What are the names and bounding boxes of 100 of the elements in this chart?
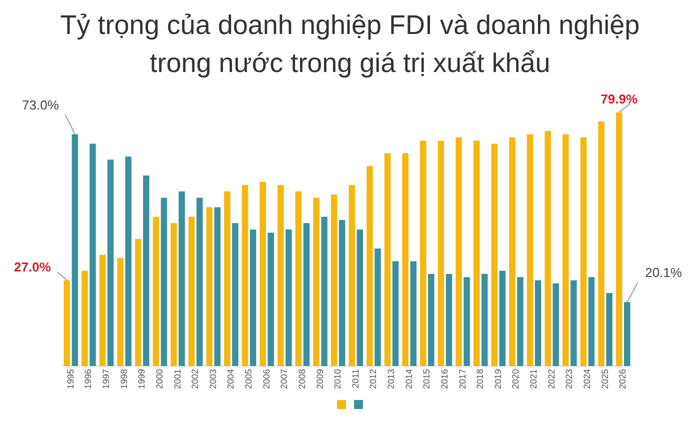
x-tick-label: 1998 xyxy=(118,368,129,390)
bar xyxy=(580,137,587,366)
bar xyxy=(438,140,444,366)
bar xyxy=(410,261,416,366)
bar xyxy=(135,238,142,366)
chart-title: Tỷ trọng của doanh nghiệp FDI và doanh nghiệp trong nước trong giá trị xuất khẩu xyxy=(59,9,641,80)
x-tick-label: 2002 xyxy=(190,368,200,390)
bar xyxy=(82,270,88,366)
x-tick-label: 2004 xyxy=(226,368,236,390)
bar xyxy=(72,134,78,366)
bar xyxy=(160,198,168,366)
bar xyxy=(356,229,364,366)
bar xyxy=(526,134,534,366)
bar xyxy=(616,112,622,366)
bar xyxy=(598,122,604,366)
bar xyxy=(117,258,124,366)
bar xyxy=(170,223,177,366)
bar xyxy=(338,220,346,366)
bar xyxy=(473,140,480,366)
bar xyxy=(90,144,96,366)
bar xyxy=(562,134,569,366)
bar xyxy=(374,248,381,366)
bar xyxy=(402,153,408,366)
bar xyxy=(330,194,338,366)
bar xyxy=(420,140,426,366)
x-tick-label: 2019 xyxy=(492,368,503,390)
bar xyxy=(107,160,114,366)
x-tick-label: 2024 xyxy=(582,368,592,390)
bar xyxy=(278,185,284,366)
x-tick-label: 1999 xyxy=(136,368,147,390)
bar xyxy=(99,254,106,366)
bar xyxy=(491,144,498,366)
bar xyxy=(303,223,310,366)
bar xyxy=(624,302,630,366)
x-tick-label: 2011 xyxy=(350,368,360,388)
data-label: 20.1% xyxy=(645,265,682,280)
bar xyxy=(348,185,356,366)
bar xyxy=(446,274,452,366)
x-tick-label: 2021 xyxy=(528,368,539,390)
x-tick-label: 2000 xyxy=(154,368,164,390)
x-tick-label: 2009 xyxy=(314,368,325,390)
bar xyxy=(250,229,256,366)
x-tick-label: 2008 xyxy=(296,368,307,390)
data-label: 27.0% xyxy=(14,259,52,274)
bar xyxy=(570,280,577,366)
bar xyxy=(366,166,373,366)
x-tick-label: 2020 xyxy=(510,368,521,390)
x-tick-label: 1996 xyxy=(83,368,94,390)
bar xyxy=(242,185,248,366)
x-tick-label: 2025 xyxy=(600,368,610,390)
x-tick-label: 2007 xyxy=(279,368,290,390)
x-tick-label: 2010 xyxy=(332,368,343,390)
bar xyxy=(534,280,542,366)
bar xyxy=(428,274,434,366)
bar xyxy=(125,156,132,366)
bar xyxy=(260,182,266,366)
bar xyxy=(143,175,150,366)
x-tick-label: 2006 xyxy=(261,368,272,390)
bar xyxy=(456,137,462,366)
x-tick-label: 2026 xyxy=(618,368,628,390)
bar xyxy=(313,198,320,366)
bar xyxy=(178,191,185,366)
bar xyxy=(188,216,195,366)
x-tick-label: 2005 xyxy=(244,368,254,390)
bar xyxy=(544,131,551,366)
x-tick-label: 2023 xyxy=(564,368,574,390)
bar xyxy=(152,216,160,366)
bar xyxy=(464,277,470,366)
data-label: 73.0% xyxy=(22,97,60,112)
bar xyxy=(295,191,302,366)
bar xyxy=(588,277,595,366)
bar xyxy=(196,198,203,366)
bar xyxy=(321,216,328,366)
bar xyxy=(509,137,516,366)
bar xyxy=(206,207,213,366)
bar xyxy=(224,191,230,366)
x-tick-label: 2001 xyxy=(172,368,182,390)
x-tick-label: 2016 xyxy=(439,368,450,390)
bar xyxy=(268,232,274,366)
bar xyxy=(286,229,292,366)
x-tick-label: 1997 xyxy=(101,368,112,390)
x-tick-label: 2003 xyxy=(208,368,218,390)
x-tick-label: 2017 xyxy=(457,368,468,390)
x-tick-label: 2014 xyxy=(404,368,414,390)
bar xyxy=(481,274,488,366)
bar xyxy=(232,223,238,366)
bar xyxy=(64,280,70,366)
x-tick-label: 2022 xyxy=(546,368,556,390)
data-label: 79.9% xyxy=(600,91,638,106)
bar xyxy=(499,270,506,366)
x-tick-label: 1995 xyxy=(65,368,76,390)
x-tick-label: 2013 xyxy=(386,368,396,390)
bar xyxy=(606,292,612,366)
bar xyxy=(552,283,559,366)
x-tick-label: 2015 xyxy=(422,368,432,390)
bar xyxy=(214,207,221,366)
x-tick-label: 2012 xyxy=(368,368,378,390)
bar xyxy=(392,261,399,366)
bar xyxy=(517,277,524,366)
bar xyxy=(384,153,391,366)
